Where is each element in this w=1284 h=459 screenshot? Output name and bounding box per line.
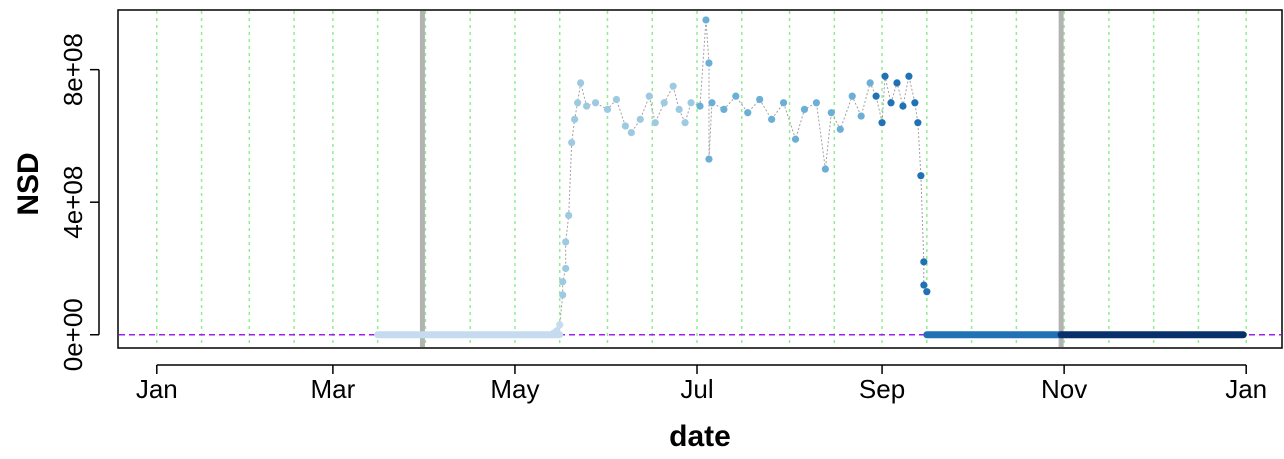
data-point: [881, 72, 889, 80]
data-point: [651, 119, 659, 127]
data-point: [559, 278, 567, 286]
y-axis-label: NSD: [12, 152, 45, 215]
y-tick-label: 4e+08: [58, 166, 88, 239]
data-point: [893, 79, 901, 87]
data-point: [612, 95, 621, 104]
data-point: [708, 99, 716, 107]
x-axis: Jan Mar May Jul Sep Nov Jan: [136, 364, 1267, 404]
data-point: [848, 92, 856, 100]
data-point: [821, 165, 829, 173]
x-tick-label: Jan: [1225, 374, 1267, 404]
data-point: [920, 258, 928, 266]
series-layer: [374, 16, 1247, 339]
data-point: [627, 129, 635, 137]
data-point: [591, 99, 600, 107]
x-tick-label: Mar: [311, 374, 356, 404]
data-point: [720, 105, 728, 114]
data-point: [559, 291, 567, 299]
data-point: [562, 264, 570, 273]
data-point: [905, 72, 913, 80]
x-tick-label: Sep: [859, 374, 905, 404]
y-tick-label: 8e+08: [58, 33, 88, 106]
data-point: [621, 122, 629, 130]
data-point: [732, 92, 740, 100]
data-point: [568, 138, 576, 147]
data-point: [836, 125, 844, 133]
data-point: [911, 99, 919, 107]
data-point: [899, 102, 907, 110]
data-point: [866, 79, 874, 87]
data-point: [744, 109, 752, 117]
data-point: [562, 238, 570, 246]
y-axis: 0e+00 4e+08 8e+08: [58, 33, 100, 371]
x-tick-label: Nov: [1041, 374, 1087, 404]
data-point: [687, 99, 695, 107]
data-point: [636, 115, 644, 123]
plot-frame: [117, 9, 1283, 349]
data-point: [827, 109, 835, 117]
y-tick-label: 0e+00: [58, 298, 88, 371]
data-point: [660, 99, 668, 107]
data-point: [887, 99, 895, 107]
data-point: [705, 155, 713, 163]
data-point: [681, 119, 689, 127]
grid-layer: [156, 11, 1247, 347]
data-point: [705, 59, 713, 67]
data-point: [556, 321, 564, 329]
data-point: [872, 92, 880, 100]
data-point: [645, 92, 653, 100]
data-point: [696, 102, 704, 110]
vertical-marker-layer: [419, 11, 1064, 347]
data-point: [577, 79, 585, 87]
data-point: [768, 115, 776, 123]
data-point: [914, 119, 922, 127]
x-tick-label: Jan: [136, 374, 178, 404]
data-point: [923, 288, 931, 296]
data-point: [675, 105, 683, 114]
data-point: [791, 135, 800, 143]
data-point: [553, 327, 561, 335]
data-point: [800, 105, 809, 114]
x-tick-label: Jul: [680, 374, 713, 404]
data-point: [756, 95, 764, 104]
data-point: [812, 99, 821, 107]
data-point: [574, 99, 582, 107]
data-point: [603, 105, 612, 114]
data-point: [702, 16, 710, 24]
data-point: [920, 281, 928, 289]
x-tick-label: May: [490, 374, 539, 404]
data-point: [779, 99, 788, 107]
data-point: [669, 82, 677, 90]
x-axis-label: date: [669, 420, 731, 453]
series-connector: [553, 19, 928, 334]
data-point: [857, 112, 865, 120]
data-point: [565, 211, 573, 220]
data-point: [582, 102, 591, 110]
data-point: [571, 115, 579, 123]
data-point: [878, 119, 886, 127]
data-point: [917, 172, 925, 180]
